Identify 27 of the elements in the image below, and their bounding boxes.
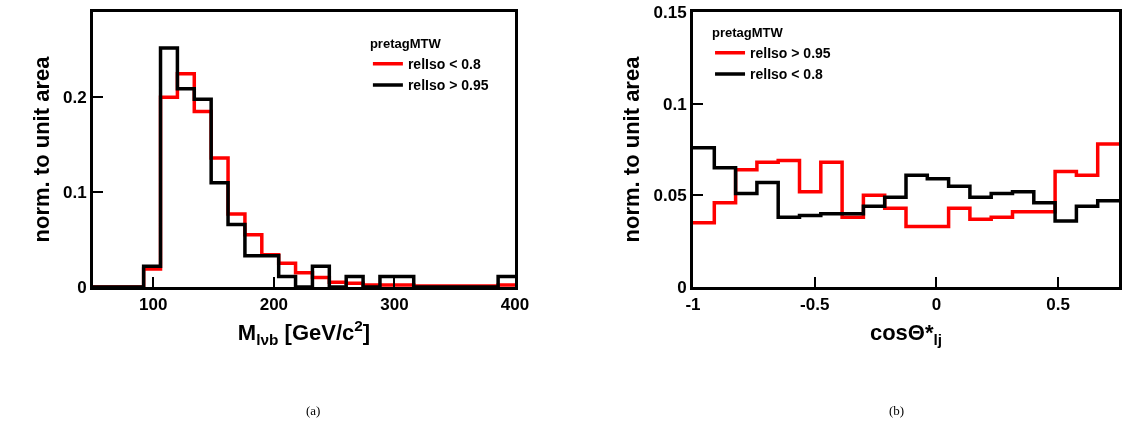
y-tick-label: 0.05 bbox=[653, 186, 687, 206]
legend-title: pretagMTW bbox=[712, 25, 784, 41]
y-tick-label: 0.2 bbox=[62, 88, 87, 108]
text: (a) bbox=[306, 403, 321, 418]
x-tick-label: 100 bbox=[139, 295, 168, 315]
y-axis-title: norm. to unit area bbox=[28, 55, 54, 243]
legend-title: pretagMTW bbox=[369, 36, 442, 52]
x-tick-label: -0.5 bbox=[800, 295, 830, 315]
text: (b) bbox=[889, 403, 905, 418]
x-tick-label: 0 bbox=[931, 295, 942, 315]
legend-label: relIso < 0.8 bbox=[750, 66, 824, 83]
y-tick-label: 0.1 bbox=[662, 94, 687, 114]
x-tick-label: 400 bbox=[500, 295, 530, 315]
x-tick-label: 200 bbox=[259, 295, 289, 315]
y-tick-label: 0.15 bbox=[653, 2, 687, 22]
y-tick-label: 0 bbox=[677, 277, 687, 297]
legend-label: relIso > 0.95 bbox=[407, 77, 489, 94]
x-tick-label: 0.5 bbox=[1046, 295, 1070, 315]
y-tick-label: 0 bbox=[77, 277, 87, 297]
legend-label: relIso < 0.8 bbox=[407, 56, 481, 73]
legend-label: relIso > 0.95 bbox=[750, 45, 831, 62]
x-axis-title: M$_{lνb}$ [GeV/c$^{2}$] bbox=[237, 317, 371, 348]
x-axis-title: cosΘ*$_{lj}$ bbox=[869, 320, 943, 348]
x-tick-label: -1 bbox=[685, 295, 701, 315]
y-tick-label: 0.1 bbox=[62, 183, 87, 203]
y-axis-title: norm. to unit area bbox=[619, 55, 645, 243]
x-tick-label: 300 bbox=[380, 295, 409, 315]
